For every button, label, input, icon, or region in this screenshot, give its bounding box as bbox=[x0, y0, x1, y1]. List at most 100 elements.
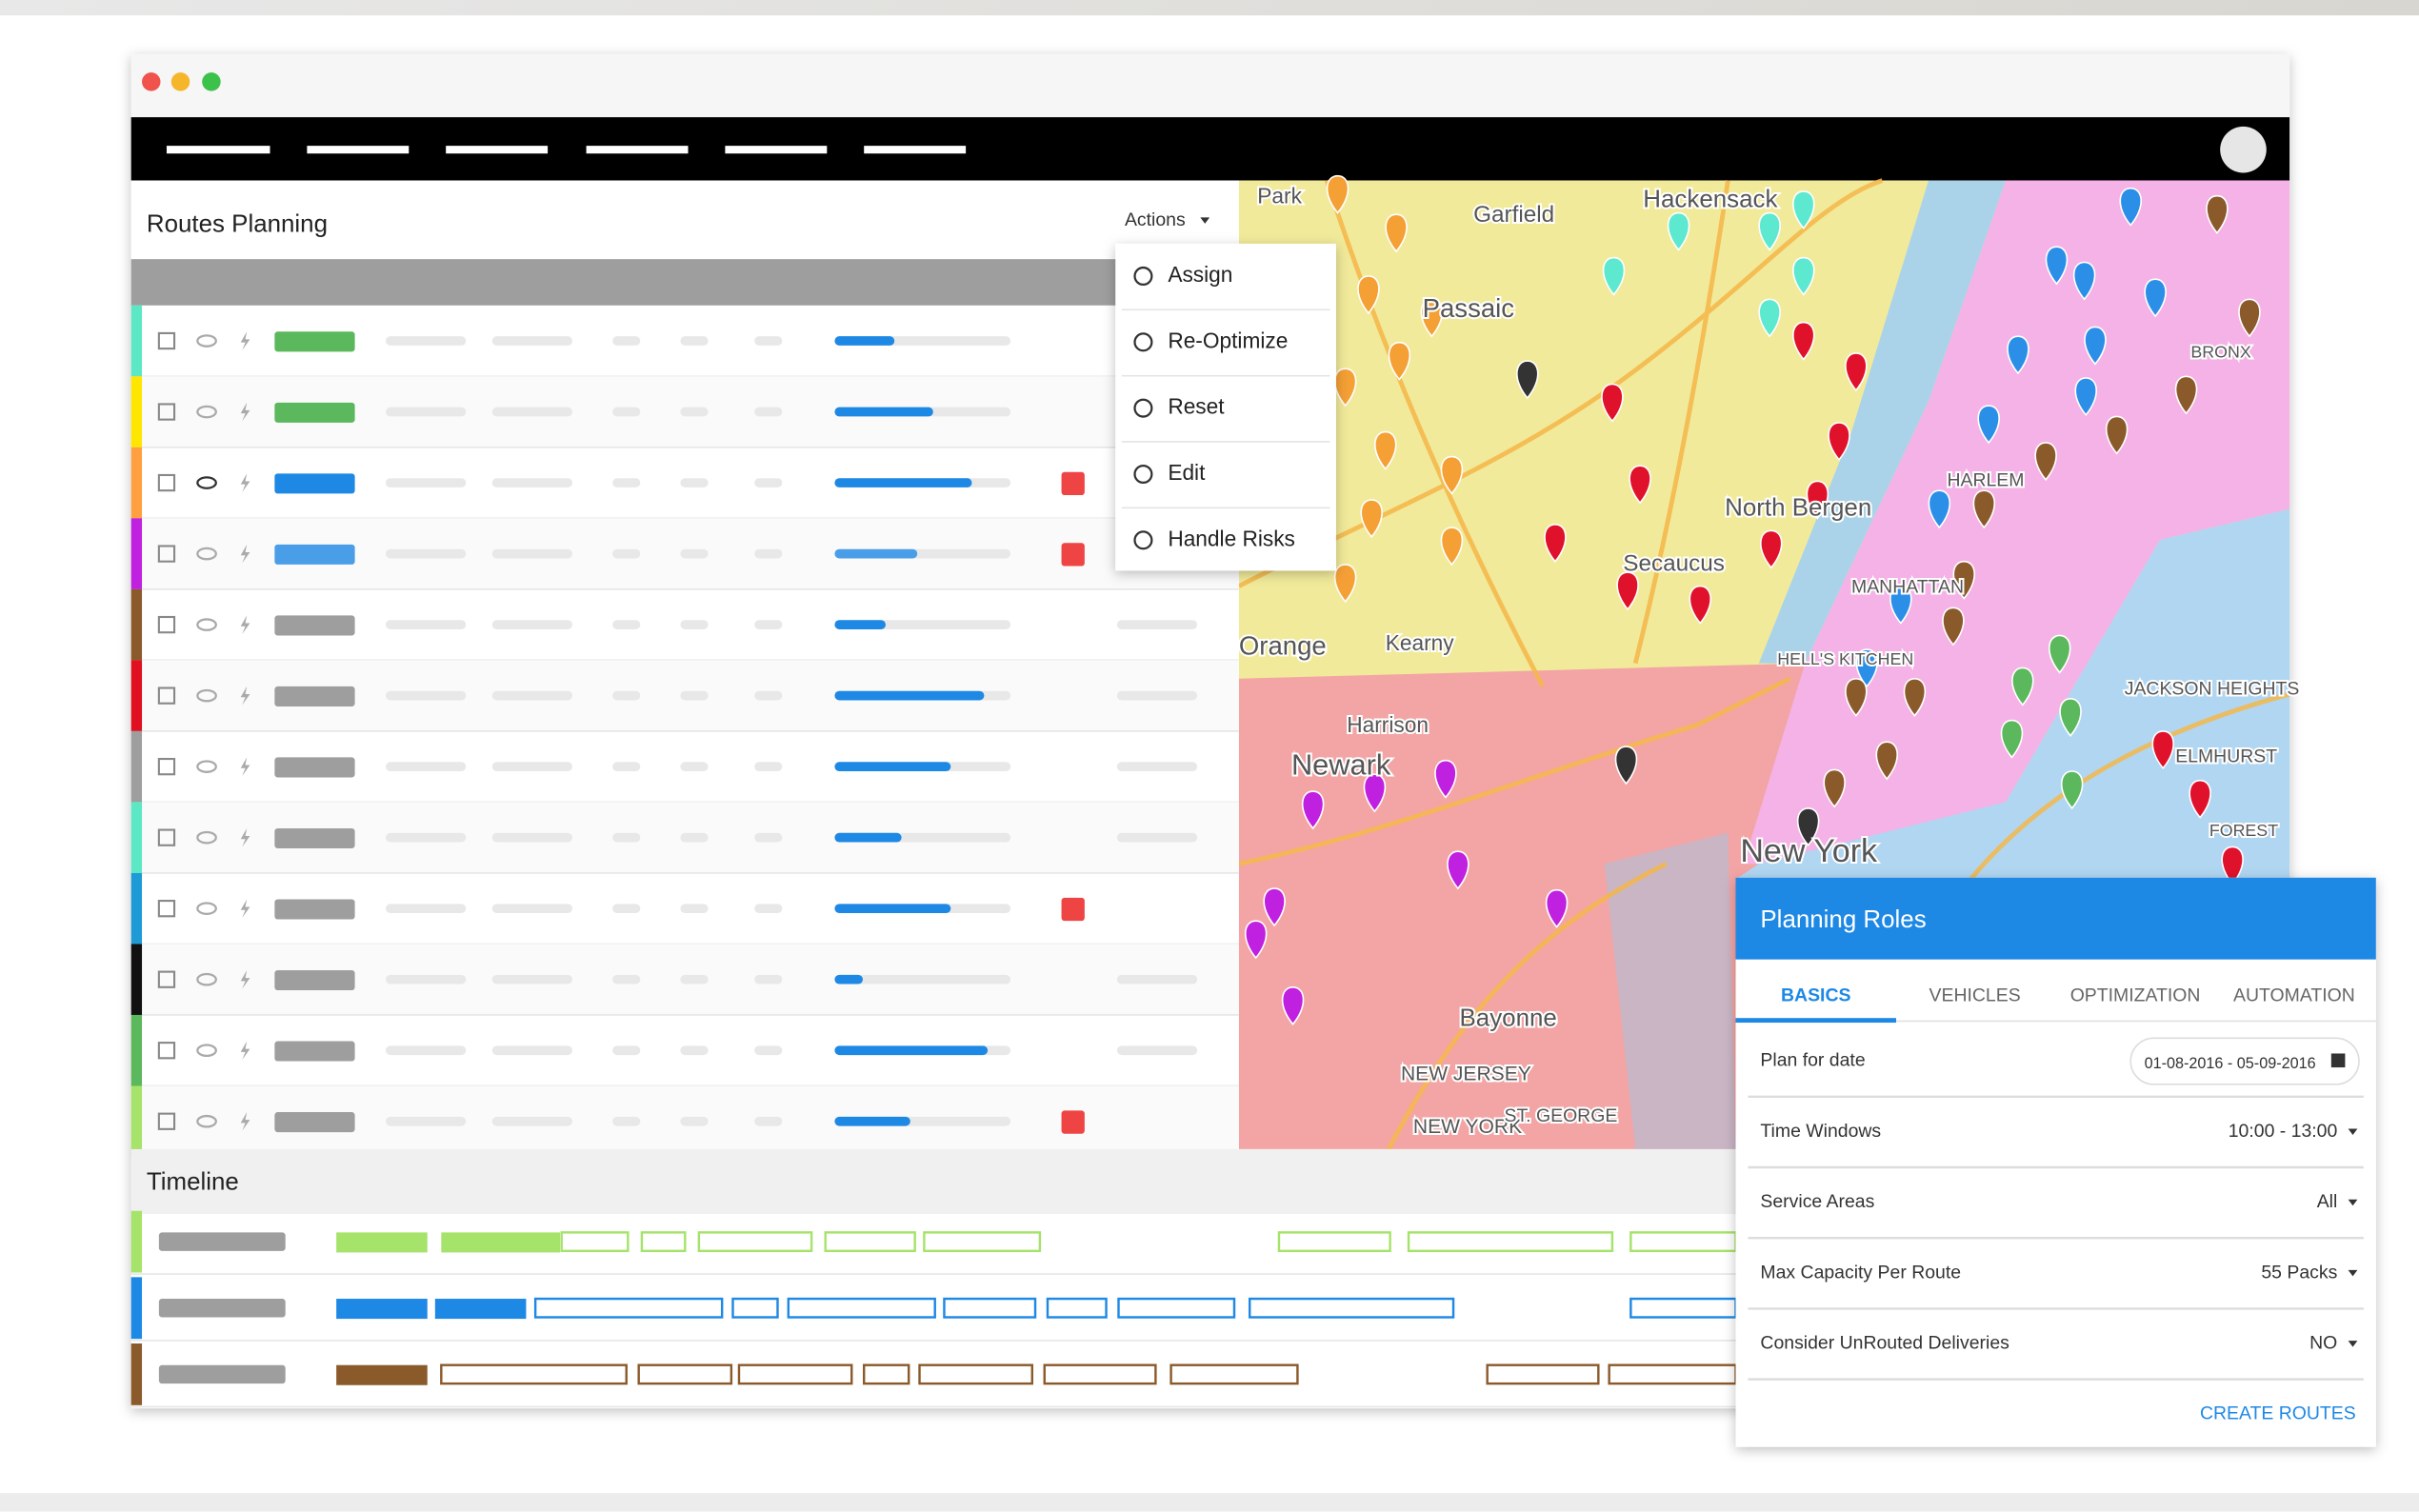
row-checkbox[interactable] bbox=[157, 545, 176, 563]
map-pin[interactable] bbox=[2011, 666, 2034, 706]
bolt-icon[interactable] bbox=[240, 1041, 250, 1060]
eye-icon[interactable] bbox=[196, 830, 217, 845]
map-pin[interactable] bbox=[2059, 698, 2082, 738]
map-pin[interactable] bbox=[1796, 807, 1820, 847]
max-dot[interactable] bbox=[202, 72, 221, 91]
map-pin[interactable] bbox=[1928, 489, 1951, 529]
map-pin[interactable] bbox=[2238, 298, 2261, 338]
bolt-icon[interactable] bbox=[240, 473, 250, 492]
map-pin[interactable] bbox=[1374, 430, 1397, 470]
map-pin[interactable] bbox=[1357, 275, 1380, 315]
eye-icon[interactable] bbox=[196, 618, 217, 631]
row-checkbox[interactable] bbox=[157, 900, 176, 918]
map-pin[interactable] bbox=[1360, 499, 1383, 539]
map-pin[interactable] bbox=[2034, 442, 2057, 482]
map-pin[interactable] bbox=[2119, 187, 2142, 227]
map-pin[interactable] bbox=[1388, 341, 1411, 381]
panel-tab[interactable]: AUTOMATION bbox=[2233, 985, 2355, 1006]
bolt-icon[interactable] bbox=[240, 757, 250, 776]
close-dot[interactable] bbox=[142, 72, 161, 91]
map-pin[interactable] bbox=[1689, 585, 1711, 625]
map-pin[interactable] bbox=[1440, 455, 1464, 495]
row-checkbox[interactable] bbox=[157, 970, 176, 988]
map-pin[interactable] bbox=[1385, 213, 1408, 253]
bolt-icon[interactable] bbox=[240, 615, 250, 634]
map-pin[interactable] bbox=[2048, 634, 2071, 674]
row-checkbox[interactable] bbox=[157, 331, 176, 350]
eye-icon[interactable] bbox=[196, 1114, 217, 1128]
map-pin[interactable] bbox=[1855, 648, 1878, 688]
row-checkbox[interactable] bbox=[157, 403, 176, 421]
field-value[interactable]: 55 Packs bbox=[2261, 1262, 2337, 1283]
map-pin[interactable] bbox=[1263, 887, 1286, 927]
map-pin[interactable] bbox=[1875, 741, 1899, 781]
map-pin[interactable] bbox=[1792, 256, 1815, 296]
map-pin[interactable] bbox=[1792, 321, 1815, 361]
map-pin[interactable] bbox=[1333, 564, 1357, 604]
map-pin[interactable] bbox=[1363, 773, 1387, 813]
map-pin[interactable] bbox=[1281, 985, 1305, 1025]
map-pin[interactable] bbox=[1828, 422, 1850, 462]
map-pin[interactable] bbox=[1516, 360, 1539, 400]
map-pin[interactable] bbox=[2072, 261, 2096, 301]
eye-icon[interactable] bbox=[196, 760, 217, 773]
row-checkbox[interactable] bbox=[157, 1112, 176, 1130]
create-routes-button[interactable]: CREATE ROUTES bbox=[2200, 1403, 2356, 1424]
menu-item[interactable]: Edit bbox=[1168, 460, 1206, 485]
map-pin[interactable] bbox=[1333, 368, 1357, 408]
map-pin[interactable] bbox=[1972, 489, 1996, 529]
min-dot[interactable] bbox=[170, 72, 190, 91]
map-pin[interactable] bbox=[1758, 211, 1781, 251]
eye-icon[interactable] bbox=[196, 688, 217, 703]
menu-item[interactable]: Re-Optimize bbox=[1168, 328, 1288, 352]
bolt-icon[interactable] bbox=[240, 544, 250, 564]
date-input[interactable] bbox=[2129, 1037, 2360, 1085]
avatar[interactable] bbox=[2220, 126, 2267, 173]
map-pin[interactable] bbox=[1629, 465, 1651, 505]
map-pin[interactable] bbox=[2007, 335, 2029, 375]
map-pin[interactable] bbox=[2060, 770, 2084, 810]
map-pin[interactable] bbox=[2206, 194, 2229, 234]
eye-icon[interactable] bbox=[196, 476, 217, 489]
map-pin[interactable] bbox=[2074, 377, 2097, 417]
bolt-icon[interactable] bbox=[240, 402, 250, 422]
map-pin[interactable] bbox=[1758, 298, 1781, 338]
panel-tab[interactable]: OPTIMIZATION bbox=[2070, 985, 2201, 1006]
bolt-icon[interactable] bbox=[240, 969, 250, 989]
map-pin[interactable] bbox=[1977, 405, 2000, 445]
panel-tab[interactable]: VEHICLES bbox=[1929, 985, 2021, 1006]
map-pin[interactable] bbox=[1544, 523, 1567, 563]
map-pin[interactable] bbox=[1889, 585, 1912, 625]
menu-item[interactable]: Assign bbox=[1168, 262, 1232, 287]
map-pin[interactable] bbox=[2045, 246, 2069, 286]
row-checkbox[interactable] bbox=[157, 757, 176, 776]
field-value[interactable]: 10:00 - 13:00 bbox=[2229, 1121, 2338, 1142]
eye-icon[interactable] bbox=[196, 902, 217, 915]
row-checkbox[interactable] bbox=[157, 828, 176, 846]
eye-icon[interactable] bbox=[196, 334, 217, 348]
map-pin[interactable] bbox=[1806, 480, 1829, 520]
eye-icon[interactable] bbox=[196, 547, 217, 561]
field-value[interactable]: NO bbox=[2309, 1332, 2337, 1353]
map-pin[interactable] bbox=[2221, 846, 2244, 885]
map-pin[interactable] bbox=[1434, 759, 1457, 799]
eye-icon[interactable] bbox=[196, 972, 217, 986]
map-pin[interactable] bbox=[1244, 920, 1268, 960]
map-pin[interactable] bbox=[2144, 278, 2167, 318]
row-checkbox[interactable] bbox=[157, 686, 176, 705]
map-pin[interactable] bbox=[1301, 790, 1325, 830]
eye-icon[interactable] bbox=[196, 1044, 217, 1058]
menu-item[interactable]: Handle Risks bbox=[1168, 526, 1295, 550]
map-pin[interactable] bbox=[1823, 768, 1846, 808]
map-pin[interactable] bbox=[2189, 779, 2211, 819]
bolt-icon[interactable] bbox=[240, 686, 250, 706]
map-pin[interactable] bbox=[1601, 383, 1624, 423]
map-pin[interactable] bbox=[1420, 298, 1444, 338]
map-pin[interactable] bbox=[2000, 719, 2024, 759]
actions-button[interactable]: Actions bbox=[1125, 209, 1186, 230]
eye-icon[interactable] bbox=[196, 405, 217, 419]
map-pin[interactable] bbox=[1942, 607, 1965, 647]
bolt-icon[interactable] bbox=[240, 827, 250, 847]
map-pin[interactable] bbox=[1447, 850, 1469, 890]
map-pin[interactable] bbox=[1614, 746, 1638, 786]
